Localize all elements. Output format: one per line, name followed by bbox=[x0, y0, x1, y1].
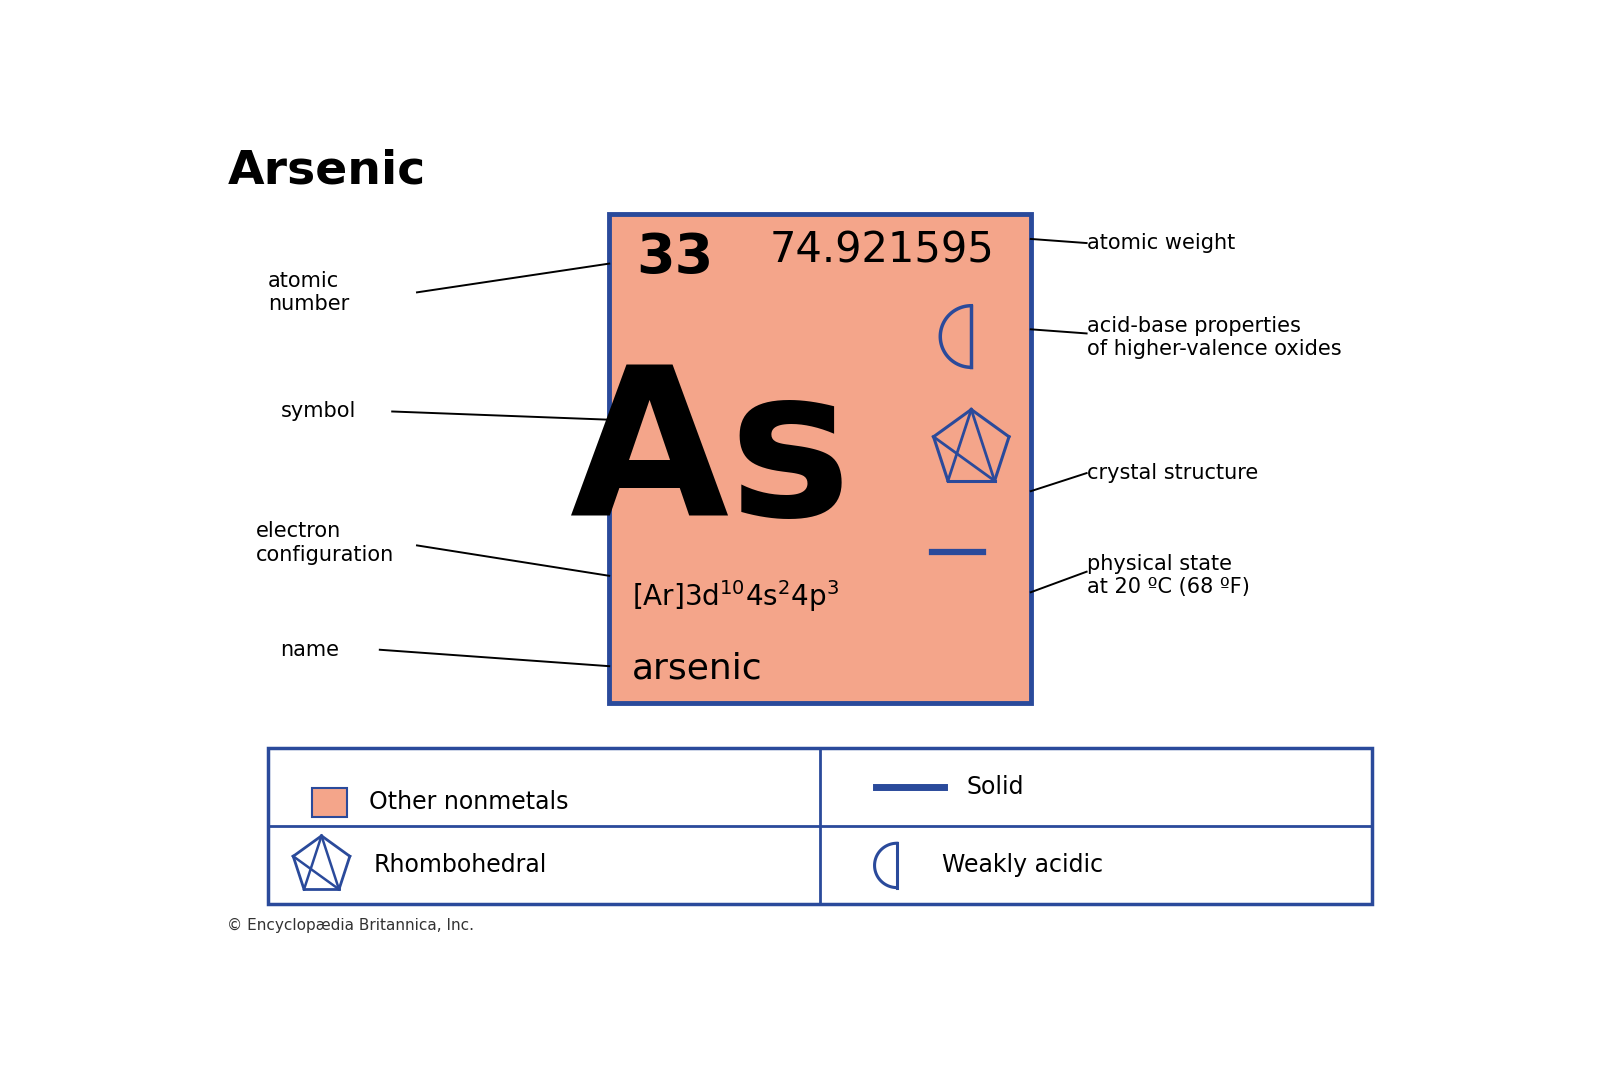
Text: Solid: Solid bbox=[966, 775, 1024, 799]
Text: Other nonmetals: Other nonmetals bbox=[370, 791, 568, 814]
Text: $\mathregular{[Ar]3d^{10}4s^{2}4p^{3}}$: $\mathregular{[Ar]3d^{10}4s^{2}4p^{3}}$ bbox=[632, 577, 838, 614]
Text: 74.921595: 74.921595 bbox=[770, 229, 994, 271]
Text: atomic weight: atomic weight bbox=[1086, 233, 1235, 253]
Text: physical state
at 20 ºC (68 ºF): physical state at 20 ºC (68 ºF) bbox=[1086, 554, 1250, 598]
Text: Weakly acidic: Weakly acidic bbox=[941, 854, 1102, 877]
Text: © Encyclopædia Britannica, Inc.: © Encyclopædia Britannica, Inc. bbox=[227, 919, 474, 934]
Text: As: As bbox=[570, 359, 851, 559]
Text: symbol: symbol bbox=[280, 401, 355, 421]
Bar bbox=[610, 214, 1030, 703]
Bar bbox=[312, 789, 347, 816]
Text: Rhombohedral: Rhombohedral bbox=[374, 854, 547, 877]
Text: 33: 33 bbox=[637, 230, 714, 285]
Bar bbox=[269, 748, 1371, 905]
Text: Arsenic: Arsenic bbox=[227, 148, 426, 193]
Text: electron
configuration: electron configuration bbox=[256, 522, 394, 564]
Text: acid-base properties
of higher-valence oxides: acid-base properties of higher-valence o… bbox=[1086, 316, 1341, 360]
Text: atomic
number: atomic number bbox=[269, 271, 349, 314]
Text: arsenic: arsenic bbox=[632, 652, 762, 686]
Text: crystal structure: crystal structure bbox=[1086, 463, 1258, 483]
Text: name: name bbox=[280, 640, 339, 659]
